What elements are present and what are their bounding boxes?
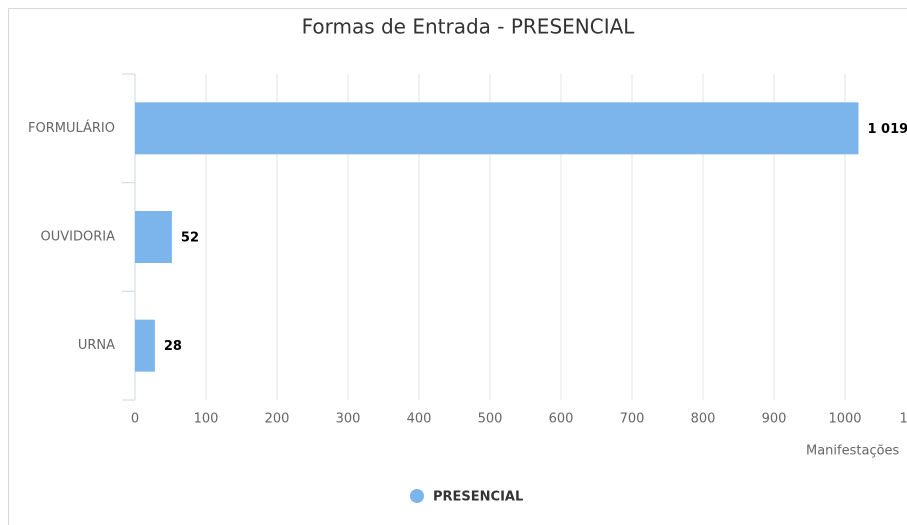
x-tick-label: 0 — [131, 412, 139, 427]
x-tick-label: 100 — [194, 412, 219, 427]
chart-border — [8, 8, 907, 525]
x-tick-label: 1000 — [828, 412, 861, 427]
y-tick-label: OUVIDORIA — [41, 230, 116, 245]
legend-marker — [410, 489, 424, 503]
x-tick-label: 200 — [265, 412, 290, 427]
data-label: 1 019 — [867, 122, 907, 137]
x-tick-label: 700 — [620, 412, 645, 427]
data-label: 52 — [181, 231, 199, 246]
legend-label: PRESENCIAL — [433, 490, 523, 505]
chart-title: Formas de Entrada - PRESENCIAL — [302, 15, 636, 39]
x-tick-label: 900 — [762, 412, 787, 427]
x-tick-label: 300 — [336, 412, 361, 427]
bar — [135, 211, 172, 263]
y-tick-label: FORMULÁRIO — [28, 120, 115, 136]
bar — [135, 319, 155, 372]
x-axis-title: Manifestações — [806, 444, 900, 459]
y-tick-label: URNA — [78, 338, 115, 353]
x-tick-label: 1100 — [899, 412, 907, 427]
x-tick-label: 800 — [691, 412, 716, 427]
bar — [135, 102, 859, 155]
x-tick-label: 500 — [478, 412, 503, 427]
data-label: 28 — [164, 339, 182, 354]
x-tick-label: 600 — [549, 412, 574, 427]
x-tick-label: 400 — [407, 412, 432, 427]
